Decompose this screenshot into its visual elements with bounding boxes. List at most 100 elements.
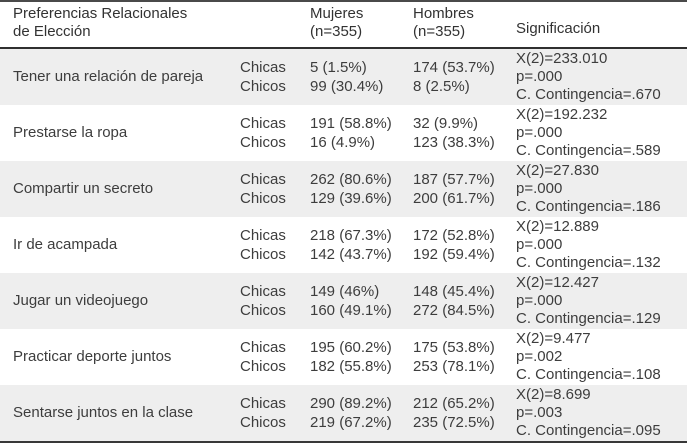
p-value: p=.000: [516, 236, 563, 253]
hombres-chicos-value: 272 (84.5%): [413, 302, 495, 319]
mujeres-chicas-value: 218 (67.3%): [310, 227, 392, 244]
hombres-values: 174 (53.7%) 8 (2.5%): [413, 58, 516, 96]
mujeres-chicas-value: 290 (89.2%): [310, 395, 392, 412]
chi-square-value: X(2)=8.699: [516, 386, 591, 403]
significance-values: X(2)=12.889 p=.000 C. Contingencia=.132: [516, 218, 687, 272]
hombres-chicos-value: 123 (38.3%): [413, 134, 495, 151]
mujeres-chicos-value: 142 (43.7%): [310, 246, 392, 263]
group-chicos-label: Chicos: [240, 358, 286, 375]
hombres-chicos-value: 8 (2.5%): [413, 78, 470, 95]
header-significacion: Significación: [516, 20, 601, 37]
hombres-chicas-value: 175 (53.8%): [413, 339, 495, 356]
mujeres-values: 218 (67.3%) 142 (43.7%): [310, 226, 413, 264]
contingency-value: C. Contingencia=.589: [516, 142, 661, 159]
mujeres-chicos-value: 99 (30.4%): [310, 78, 384, 95]
hombres-values: 172 (52.8%) 192 (59.4%): [413, 226, 516, 264]
chi-square-value: X(2)=9.477: [516, 330, 591, 347]
preference-label: Compartir un secreto: [13, 180, 154, 197]
group-labels: Chicas Chicos: [240, 282, 310, 320]
chi-square-value: X(2)=12.889: [516, 218, 599, 235]
table-header-row: Preferencias Relacionales de Elección Mu…: [0, 2, 687, 49]
mujeres-chicos-value: 182 (55.8%): [310, 358, 392, 375]
header-preferences-line2: de Elección: [13, 23, 91, 40]
preference-label: Ir de acampada: [13, 236, 118, 253]
group-chicos-label: Chicos: [240, 134, 286, 151]
group-labels: Chicas Chicos: [240, 170, 310, 208]
header-preferences-line1: Preferencias Relacionales: [13, 5, 188, 22]
header-hombres-line1: Hombres: [413, 5, 474, 22]
significance-values: X(2)=9.477 p=.002 C. Contingencia=.108: [516, 330, 687, 384]
mujeres-values: 262 (80.6%) 129 (39.6%): [310, 170, 413, 208]
header-hombres: Hombres (n=355): [413, 5, 516, 41]
hombres-chicos-value: 235 (72.5%): [413, 414, 495, 431]
group-chicas-label: Chicas: [240, 395, 286, 412]
mujeres-chicas-value: 195 (60.2%): [310, 339, 392, 356]
contingency-value: C. Contingencia=.670: [516, 86, 661, 103]
hombres-chicos-value: 253 (78.1%): [413, 358, 495, 375]
hombres-values: 148 (45.4%) 272 (84.5%): [413, 282, 516, 320]
preference-label: Practicar deporte juntos: [13, 348, 172, 365]
significance-values: X(2)=8.699 p=.003 C. Contingencia=.095: [516, 386, 687, 440]
hombres-values: 175 (53.8%) 253 (78.1%): [413, 338, 516, 376]
mujeres-chicos-value: 160 (49.1%): [310, 302, 392, 319]
header-preferences: Preferencias Relacionales de Elección: [0, 5, 240, 41]
group-chicos-label: Chicos: [240, 78, 286, 95]
hombres-chicos-value: 192 (59.4%): [413, 246, 495, 263]
significance-values: X(2)=27.830 p=.000 C. Contingencia=.186: [516, 162, 687, 216]
group-chicas-label: Chicas: [240, 227, 286, 244]
group-chicas-label: Chicas: [240, 339, 286, 356]
group-labels: Chicas Chicos: [240, 394, 310, 432]
preference-label: Prestarse la ropa: [13, 124, 128, 141]
mujeres-chicas-value: 191 (58.8%): [310, 115, 392, 132]
mujeres-values: 5 (1.5%) 99 (30.4%): [310, 58, 413, 96]
hombres-values: 32 (9.9%) 123 (38.3%): [413, 114, 516, 152]
hombres-chicas-value: 174 (53.7%): [413, 59, 495, 76]
preference-label: Tener una relación de pareja: [13, 68, 204, 85]
mujeres-chicos-value: 16 (4.9%): [310, 134, 376, 151]
table-row: Prestarse la ropa Chicas Chicos 191 (58.…: [0, 105, 687, 161]
chi-square-value: X(2)=233.010: [516, 50, 608, 67]
p-value: p=.000: [516, 292, 563, 309]
header-mujeres-line2: (n=355): [310, 23, 363, 40]
mujeres-chicos-value: 219 (67.2%): [310, 414, 392, 431]
preference-label: Sentarse juntos en la clase: [13, 404, 194, 421]
p-value: p=.000: [516, 124, 563, 141]
hombres-chicas-value: 148 (45.4%): [413, 283, 495, 300]
p-value: p=.000: [516, 68, 563, 85]
group-chicos-label: Chicos: [240, 302, 286, 319]
mujeres-values: 149 (46%) 160 (49.1%): [310, 282, 413, 320]
p-value: p=.002: [516, 348, 563, 365]
group-labels: Chicas Chicos: [240, 114, 310, 152]
table-body: Tener una relación de pareja Chicas Chic…: [0, 49, 687, 441]
group-chicas-label: Chicas: [240, 59, 286, 76]
group-chicos-label: Chicos: [240, 414, 286, 431]
group-labels: Chicas Chicos: [240, 338, 310, 376]
significance-values: X(2)=233.010 p=.000 C. Contingencia=.670: [516, 50, 687, 104]
mujeres-chicas-value: 262 (80.6%): [310, 171, 392, 188]
table-row: Practicar deporte juntos Chicas Chicos 1…: [0, 329, 687, 385]
group-chicas-label: Chicas: [240, 171, 286, 188]
mujeres-chicas-value: 149 (46%): [310, 283, 380, 300]
header-hombres-line2: (n=355): [413, 23, 466, 40]
mujeres-values: 191 (58.8%) 16 (4.9%): [310, 114, 413, 152]
table-row: Tener una relación de pareja Chicas Chic…: [0, 49, 687, 105]
group-chicas-label: Chicas: [240, 283, 286, 300]
mujeres-values: 290 (89.2%) 219 (67.2%): [310, 394, 413, 432]
contingency-value: C. Contingencia=.129: [516, 310, 661, 327]
table-row: Jugar un videojuego Chicas Chicos 149 (4…: [0, 273, 687, 329]
chi-square-value: X(2)=192.232: [516, 106, 608, 123]
header-mujeres-line1: Mujeres: [310, 5, 364, 22]
table-row: Compartir un secreto Chicas Chicos 262 (…: [0, 161, 687, 217]
hombres-chicos-value: 200 (61.7%): [413, 190, 495, 207]
contingency-value: C. Contingencia=.108: [516, 366, 661, 383]
mujeres-values: 195 (60.2%) 182 (55.8%): [310, 338, 413, 376]
preference-label: Jugar un videojuego: [13, 292, 149, 309]
hombres-values: 187 (57.7%) 200 (61.7%): [413, 170, 516, 208]
group-chicos-label: Chicos: [240, 190, 286, 207]
contingency-value: C. Contingencia=.132: [516, 254, 661, 271]
chi-square-value: X(2)=12.427: [516, 274, 599, 291]
contingency-value: C. Contingencia=.186: [516, 198, 661, 215]
significance-values: X(2)=192.232 p=.000 C. Contingencia=.589: [516, 106, 687, 160]
hombres-values: 212 (65.2%) 235 (72.5%): [413, 394, 516, 432]
